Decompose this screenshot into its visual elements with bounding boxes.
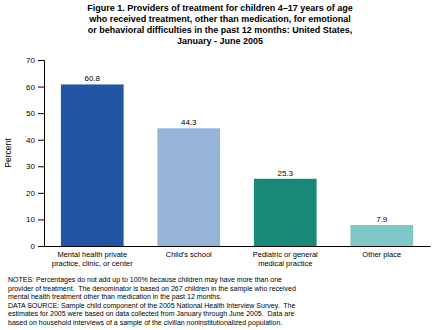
data-label: 60.8 xyxy=(84,74,100,83)
y-tick: 50 xyxy=(26,109,44,118)
y-tick-mark xyxy=(38,140,44,141)
y-tick-label: 50 xyxy=(26,109,35,118)
y-tick-label: 70 xyxy=(26,56,35,65)
x-tick-label: Other place xyxy=(362,250,401,259)
data-label: 7.9 xyxy=(376,215,388,224)
y-tick-label: 10 xyxy=(26,215,35,224)
x-tick: Pediatric or generalmedical practice xyxy=(253,250,318,268)
y-tick-mark xyxy=(38,60,44,61)
y-tick-label: 60 xyxy=(26,83,35,92)
x-tick-label: Pediatric or generalmedical practice xyxy=(253,250,318,268)
bar xyxy=(157,128,220,246)
title-line: who received treatment, other than medic… xyxy=(88,14,351,24)
bars xyxy=(61,84,413,246)
y-tick-mark xyxy=(38,193,44,194)
y-tick-mark xyxy=(38,246,44,247)
y-tick-mark xyxy=(38,166,44,167)
x-tick-label-line: Child's school xyxy=(166,250,212,259)
bar xyxy=(61,84,124,246)
x-tick-label-line: medical practice xyxy=(258,259,312,268)
x-tick: Mental health privatepractice, clinic, o… xyxy=(52,250,133,268)
note-line: mental health treatment other than medic… xyxy=(8,293,222,301)
y-axis-line xyxy=(38,61,45,247)
y-tick: 40 xyxy=(26,136,44,145)
note: DATA SOURCE: Sample child component of t… xyxy=(8,302,296,327)
x-tick: Other place xyxy=(362,250,401,259)
note-line: estimates for 2005 were based on data co… xyxy=(8,310,295,318)
y-tick-mark xyxy=(38,87,44,88)
y-tick: 10 xyxy=(26,215,44,224)
data-label: 25.3 xyxy=(277,169,293,178)
y-tick-label: 0 xyxy=(31,242,36,251)
x-axis: Mental health privatepractice, clinic, o… xyxy=(45,247,431,268)
title: Figure 1. Providers of treatment for chi… xyxy=(87,3,353,46)
y-tick-label: 20 xyxy=(26,189,35,198)
x-axis-line xyxy=(45,246,431,247)
note-line: NOTES: Percentages do not add up to 100%… xyxy=(8,276,282,284)
y-tick: 70 xyxy=(26,56,44,65)
y-axis: 0 10 20 30 40 50 60 70 xyxy=(26,56,44,251)
y-tick: 60 xyxy=(26,83,44,92)
y-tick: 0 xyxy=(31,242,44,251)
bar xyxy=(350,225,413,246)
note-line: provider of treatment. The denominator i… xyxy=(8,285,296,293)
y-tick: 30 xyxy=(26,162,44,171)
x-tick-label-line: practice, clinic, or center xyxy=(52,259,133,268)
bar xyxy=(254,179,317,246)
data-label: 44.3 xyxy=(181,118,197,127)
note-line: DATA SOURCE: Sample child component of t… xyxy=(8,302,296,310)
x-tick-label: Mental health privatepractice, clinic, o… xyxy=(52,250,133,268)
chart: Figure 1. Providers of treatment for chi… xyxy=(0,0,440,330)
y-axis-title: Percent xyxy=(3,138,13,168)
title-line: Figure 1. Providers of treatment for chi… xyxy=(87,3,353,13)
data-labels: 60.8 44.3 25.3 7.9 xyxy=(84,74,387,224)
x-tick-label-line: Other place xyxy=(362,250,401,259)
note-line: based on household interviews of a sampl… xyxy=(8,319,282,327)
note: NOTES: Percentages do not add up to 100%… xyxy=(8,276,296,301)
y-tick-mark xyxy=(38,113,44,114)
y-tick-mark xyxy=(38,219,44,220)
title-line: January - June 2005 xyxy=(177,36,263,46)
x-tick-label: Child's school xyxy=(166,250,212,259)
title-line: or behavioral difficulties in the past 1… xyxy=(88,25,353,35)
x-tick: Child's school xyxy=(166,250,212,259)
y-tick: 20 xyxy=(26,189,44,198)
y-tick-label: 30 xyxy=(26,162,35,171)
y-tick-label: 40 xyxy=(26,136,35,145)
